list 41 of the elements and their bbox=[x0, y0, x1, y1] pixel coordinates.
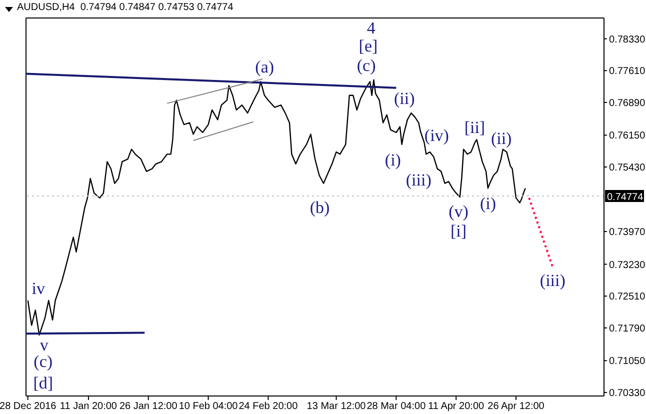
y-tick-label: 0.73970 bbox=[609, 227, 646, 238]
x-tick-label: 28 Mar 04:00 bbox=[366, 401, 426, 412]
annotation: [e] bbox=[358, 36, 378, 56]
annotation: (c) bbox=[356, 56, 376, 75]
annotation: iv bbox=[32, 278, 46, 298]
y-tick-label: 0.71790 bbox=[609, 323, 646, 334]
y-tick-label: 0.75430 bbox=[609, 162, 646, 174]
annotation: (a) bbox=[255, 58, 274, 77]
annotation: (ii) bbox=[394, 88, 415, 108]
x-tick-label: 11 Apr 20:00 bbox=[428, 401, 485, 412]
x-tick-label: 11 Jan 20:00 bbox=[60, 401, 118, 412]
annotation: (v) bbox=[448, 202, 468, 221]
x-tick-label: 26 Apr 12:00 bbox=[488, 401, 545, 412]
y-tick-label: 0.78330 bbox=[609, 34, 646, 46]
annotation: [ii] bbox=[464, 118, 486, 138]
y-tick-label: 0.70330 bbox=[609, 388, 646, 400]
x-tick-label: 24 Feb 20:00 bbox=[238, 401, 298, 412]
y-tick-label: 0.72510 bbox=[609, 292, 646, 303]
y-tick-label: 0.71050 bbox=[609, 356, 646, 368]
ref-line-label: 0.74774 bbox=[607, 192, 644, 203]
annotation: (iii) bbox=[406, 170, 432, 190]
y-tick-label: 0.77610 bbox=[609, 66, 646, 78]
chart-title: AUDUSD,H4 0.74794 0.74847 0.74753 0.74774 bbox=[17, 2, 234, 13]
annotation: (iv) bbox=[424, 126, 449, 145]
annotation: (ii) bbox=[490, 128, 512, 148]
y-tick-label: 0.76150 bbox=[609, 130, 646, 142]
annotation: (b) bbox=[310, 198, 330, 217]
annotation: [d] bbox=[33, 373, 54, 392]
annotation: v bbox=[40, 335, 49, 354]
x-tick-label: 10 Feb 04:00 bbox=[178, 401, 238, 412]
annotation: 4 bbox=[366, 18, 376, 38]
y-tick-label: 0.76890 bbox=[609, 98, 646, 109]
y-tick-label: 0.73230 bbox=[609, 260, 646, 271]
annotation: (i) bbox=[480, 194, 496, 214]
x-tick-label: 28 Dec 2016 bbox=[0, 401, 57, 412]
x-tick-label: 13 Mar 12:00 bbox=[306, 401, 366, 412]
annotation: (iii) bbox=[540, 271, 566, 290]
x-tick-label: 26 Jan 12:00 bbox=[119, 401, 178, 412]
annotation: [i] bbox=[450, 221, 467, 240]
annotation: (c) bbox=[34, 352, 53, 371]
annotation: (i) bbox=[384, 150, 401, 170]
